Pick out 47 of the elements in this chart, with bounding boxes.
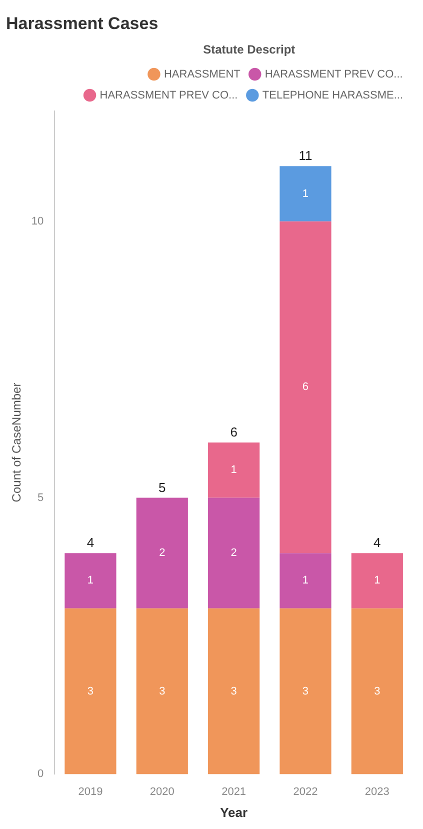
y-tick-label: 0 — [38, 768, 44, 780]
bar — [351, 553, 403, 608]
bar — [64, 553, 116, 608]
legend-label: HARASSMENT — [164, 68, 241, 80]
x-tick-label: 2023 — [364, 786, 390, 798]
bar — [351, 608, 403, 774]
data-label: 1 — [302, 574, 309, 587]
total-label: 6 — [230, 424, 238, 440]
data-label: 3 — [302, 685, 309, 698]
legend-label: HARASSMENT PREV CO... — [264, 68, 403, 80]
x-axis-title: Year — [220, 804, 248, 820]
bar — [208, 498, 260, 608]
data-label: 1 — [374, 574, 380, 587]
total-label: 4 — [86, 535, 94, 550]
chart-title: Harassment Cases — [6, 14, 158, 33]
y-axis-title: Count of CaseNumber — [10, 382, 24, 502]
data-label: 6 — [302, 381, 309, 394]
data-label: 3 — [87, 685, 94, 698]
bar — [280, 553, 332, 608]
bar — [280, 166, 332, 222]
data-label: 1 — [302, 188, 309, 200]
data-label: 3 — [374, 685, 380, 698]
bar — [136, 498, 188, 608]
data-label: 1 — [87, 574, 94, 587]
x-tick-label: 2019 — [78, 786, 103, 798]
y-tick-label: 10 — [31, 215, 44, 228]
legend-title: Statute Descript — [203, 42, 296, 57]
data-label: 3 — [159, 685, 166, 698]
x-tick-label: 2020 — [150, 786, 174, 798]
legend-label: HARASSMENT PREV CO... — [100, 89, 238, 102]
data-label: 3 — [230, 685, 237, 698]
total-label: 5 — [158, 480, 166, 495]
x-tick-label: 2021 — [222, 786, 246, 798]
legend-label: TELEPHONE HARASSME... — [262, 89, 404, 102]
data-label: 2 — [230, 547, 237, 560]
bar — [208, 442, 260, 498]
bar — [280, 221, 332, 554]
data-label: 1 — [230, 464, 237, 476]
data-label: 2 — [159, 547, 166, 560]
total-label: 11 — [298, 148, 312, 164]
bar — [136, 608, 188, 774]
bar — [64, 608, 116, 774]
total-label: 4 — [374, 535, 381, 550]
bar — [208, 608, 260, 774]
x-tick-label: 2022 — [293, 786, 318, 798]
bar — [280, 608, 332, 774]
y-tick-label: 5 — [38, 492, 44, 504]
